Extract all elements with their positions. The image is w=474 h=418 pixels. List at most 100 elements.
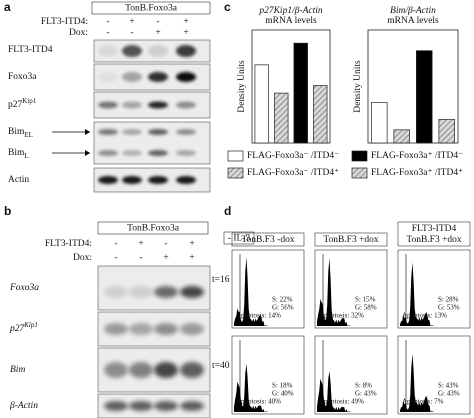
- legend-label: FLAG-Foxo3a⁻ /ITD4⁻: [247, 151, 339, 161]
- legend-swatch: [227, 150, 244, 162]
- condition-label: FLT3-ITD4:: [45, 239, 92, 249]
- label-sub: EL: [24, 131, 33, 139]
- band: [176, 176, 196, 184]
- band: [148, 176, 168, 184]
- histogram: [234, 257, 302, 326]
- band: [98, 150, 118, 156]
- label-base: Actin: [8, 175, 29, 185]
- lane-sign: -: [139, 253, 142, 263]
- legend-swatch: [351, 167, 368, 179]
- label-base: Bim: [10, 365, 25, 375]
- condition-label: FLT3-ITD4:: [41, 17, 88, 27]
- legend-swatch: [351, 150, 368, 162]
- chart-subtitle: mRNA levels: [387, 16, 439, 26]
- panel-label: c: [224, 0, 231, 14]
- treatment: - IL-3: [228, 234, 251, 244]
- lane-sign: +: [189, 239, 194, 249]
- y-axis-label: Density Units: [353, 60, 363, 113]
- header: TonB.Foxo3a: [125, 4, 178, 14]
- stat: Apoptosis: 32%: [319, 312, 364, 320]
- band: [148, 72, 168, 82]
- band: [122, 72, 142, 82]
- condition-label: Dox:: [69, 28, 88, 38]
- time-label: t=16 hrs: [212, 275, 244, 285]
- band: [122, 150, 142, 156]
- panel-label: d: [224, 204, 231, 218]
- column-header-box: [314, 232, 388, 247]
- column-header: TonB.F3 -dox: [241, 235, 294, 245]
- band: [176, 150, 196, 156]
- band: [98, 45, 118, 57]
- bar: [254, 64, 269, 144]
- band: [129, 286, 153, 298]
- band: [122, 45, 142, 57]
- chart-title: p27Kip1/β-Actin: [258, 6, 323, 16]
- band: [98, 72, 118, 82]
- bar: [393, 129, 410, 144]
- label-base: Foxo3a: [8, 72, 37, 82]
- band: [98, 129, 118, 135]
- arrow-head: [85, 150, 90, 156]
- histogram: [234, 363, 302, 412]
- label-sup: Kip1: [22, 97, 37, 105]
- band: [104, 323, 128, 335]
- band: [154, 323, 178, 335]
- stat: G: 43%: [355, 390, 377, 398]
- column-header: TonB.F3 +dox: [323, 235, 379, 245]
- stat: G: 43%: [438, 390, 460, 398]
- treatment-box: [223, 231, 255, 245]
- lane-sign: +: [155, 28, 160, 38]
- band: [122, 101, 142, 109]
- stat: G: 40%: [272, 390, 294, 398]
- lane-sign: +: [129, 17, 134, 27]
- legend-swatch: [227, 167, 244, 179]
- row-label: p27Kip1: [9, 321, 38, 335]
- header-box: [91, 1, 211, 15]
- lane-sign: -: [164, 239, 167, 249]
- band: [176, 72, 196, 82]
- band: [98, 101, 118, 109]
- band: [148, 101, 168, 109]
- arrow-head: [85, 129, 90, 135]
- legend-label: FLAG-Foxo3a⁻ /ITD4⁺: [247, 168, 339, 178]
- plot-frame: [251, 29, 331, 144]
- band: [176, 45, 196, 57]
- bar: [313, 85, 328, 144]
- band: [154, 286, 178, 298]
- blot: [93, 121, 211, 165]
- band: [176, 101, 196, 109]
- bar: [438, 119, 455, 144]
- header-box: [97, 221, 209, 235]
- band: [180, 401, 204, 411]
- panel-label: b: [4, 204, 11, 218]
- band: [148, 150, 168, 156]
- lane-sign: -: [106, 28, 109, 38]
- lane-sign: +: [183, 17, 188, 27]
- band: [148, 129, 168, 135]
- band: [154, 401, 178, 411]
- band: [98, 176, 118, 184]
- row-label: Foxo3a: [9, 283, 39, 293]
- label-base: Bim: [8, 148, 25, 158]
- band: [180, 362, 204, 378]
- row-label: Bim: [10, 365, 25, 375]
- lane-sign: +: [183, 28, 188, 38]
- time-label: t=40 hrs: [212, 361, 244, 371]
- row-label: Foxo3a: [8, 72, 37, 82]
- column-header-box: [231, 232, 305, 247]
- band: [104, 362, 128, 378]
- label-base: Foxo3a: [9, 283, 39, 293]
- column-header: FLT3-ITD4: [412, 224, 457, 234]
- row-label: BimEL: [8, 127, 33, 138]
- stat: S: 18%: [272, 382, 293, 390]
- band: [176, 129, 196, 135]
- band: [122, 129, 142, 135]
- lane-sign: +: [163, 253, 168, 263]
- row-label: Actin: [8, 175, 29, 185]
- bar: [274, 92, 289, 144]
- stat: Apoptosis: 7%: [402, 398, 444, 406]
- lane-sign: +: [138, 239, 143, 249]
- band: [154, 362, 178, 378]
